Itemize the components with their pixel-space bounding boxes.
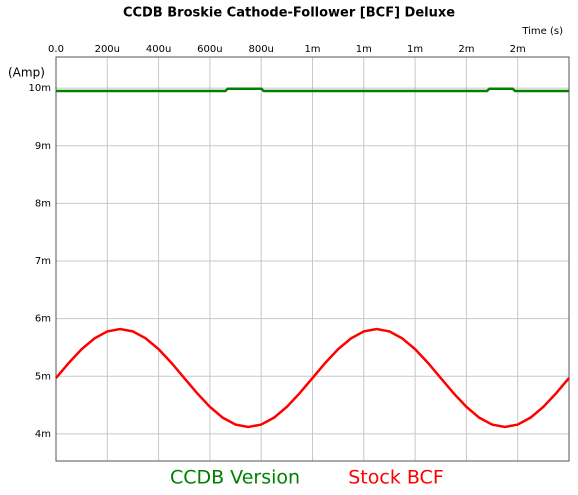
chart-title: CCDB Broskie Cathode-Follower [BCF] Delu… <box>123 6 455 21</box>
x-tick-label: 1m <box>356 44 372 55</box>
legend-entry: Stock BCF <box>348 467 444 489</box>
x-tick-label: 600u <box>197 44 222 55</box>
x-tick-label: 2m <box>458 44 474 55</box>
x-tick-label: 1m <box>304 44 320 55</box>
y-tick-label: 9m <box>35 141 51 152</box>
y-tick-label: 4m <box>35 429 51 440</box>
x-tick-label: 2m <box>510 44 526 55</box>
x-tick-label: 400u <box>146 44 171 55</box>
y-tick-label: 10m <box>29 83 51 94</box>
x-axis-label: Time (s) <box>521 26 563 37</box>
x-tick-label: 0.0 <box>48 44 64 55</box>
y-tick-label: 6m <box>35 314 51 325</box>
x-tick-label: 800u <box>248 44 273 55</box>
plot-frame <box>55 56 570 462</box>
y-tick-label: 8m <box>35 198 51 209</box>
series-line <box>56 87 569 93</box>
y-tick-label: 7m <box>35 256 51 267</box>
x-tick-label: 1m <box>407 44 423 55</box>
y-axis-label: (Amp) <box>8 66 45 80</box>
x-tick-label: 200u <box>95 44 120 55</box>
y-tick-label: 5m <box>35 371 51 382</box>
legend-entry: CCDB Version <box>170 467 300 489</box>
series-line <box>55 327 570 429</box>
